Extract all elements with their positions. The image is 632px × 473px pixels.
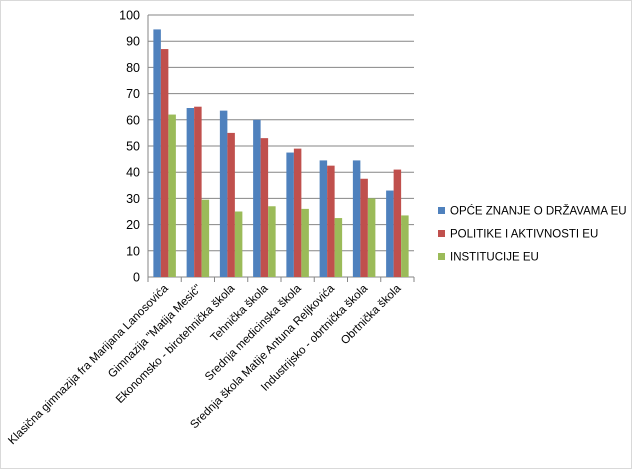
y-tick-label: 0 xyxy=(133,271,140,285)
y-tick-label: 80 xyxy=(126,61,140,75)
bar-politike-i-aktivnosti-eu xyxy=(393,169,402,277)
bar-politike-i-aktivnosti-eu xyxy=(293,148,302,277)
legend-swatch xyxy=(438,253,445,260)
legend-swatch xyxy=(438,230,445,237)
legend-label: POLITIKE I AKTIVNOSTI EU xyxy=(450,229,598,241)
y-tick-label: 20 xyxy=(126,218,140,232)
bar-politike-i-aktivnosti-eu xyxy=(227,132,235,277)
legend-label: INSTITUCIJE EU xyxy=(450,252,539,264)
bar-op-e-znanje-o-dr-avama-eu xyxy=(286,152,294,277)
bar-politike-i-aktivnosti-eu xyxy=(160,49,169,278)
y-tick-label: 10 xyxy=(126,244,140,258)
x-category-label: Tehnička škola xyxy=(209,282,271,344)
y-tick-label: 30 xyxy=(126,192,140,206)
y-tick-label: 90 xyxy=(126,35,140,49)
bar-op-e-znanje-o-dr-avama-eu xyxy=(253,119,261,277)
bar-op-e-znanje-o-dr-avama-eu xyxy=(352,160,361,277)
bar-institucije-eu xyxy=(334,218,343,277)
bar-institucije-eu xyxy=(168,114,176,277)
legend: OPĆE ZNANJE O DRŽAVAMA EU POLITIKE I AKTI… xyxy=(438,205,627,264)
bar-op-e-znanje-o-dr-avama-eu xyxy=(219,110,228,277)
bar-op-e-znanje-o-dr-avama-eu xyxy=(186,108,195,277)
bar-op-e-znanje-o-dr-avama-eu xyxy=(386,190,394,277)
bar-politike-i-aktivnosti-eu xyxy=(327,165,335,277)
bar-politike-i-aktivnosti-eu xyxy=(260,138,269,277)
x-category-label: Obrtnička škola xyxy=(339,282,404,347)
y-tick-label: 40 xyxy=(126,166,140,180)
bar-institucije-eu xyxy=(301,208,309,277)
y-tick-label: 50 xyxy=(126,140,140,154)
legend-swatch xyxy=(438,207,445,214)
y-tick-label: 70 xyxy=(126,87,140,101)
y-tick-label: 60 xyxy=(126,113,140,127)
bar-institucije-eu xyxy=(201,199,210,277)
bar-institucije-eu xyxy=(268,206,276,277)
bar-politike-i-aktivnosti-eu xyxy=(360,178,368,277)
legend-label: OPĆE ZNANJE O DRŽAVAMA EU xyxy=(450,205,627,218)
x-category-label: Ekonomsko - birotehnička škola xyxy=(114,282,238,406)
bar-op-e-znanje-o-dr-avama-eu xyxy=(319,160,328,277)
y-tick-label: 100 xyxy=(119,9,140,23)
bars xyxy=(153,29,409,278)
bar-op-e-znanje-o-dr-avama-eu xyxy=(153,29,161,277)
bar-institucije-eu xyxy=(234,211,243,277)
bar-institucije-eu xyxy=(367,198,376,277)
bar-politike-i-aktivnosti-eu xyxy=(194,106,202,277)
bar-institucije-eu xyxy=(401,215,409,277)
